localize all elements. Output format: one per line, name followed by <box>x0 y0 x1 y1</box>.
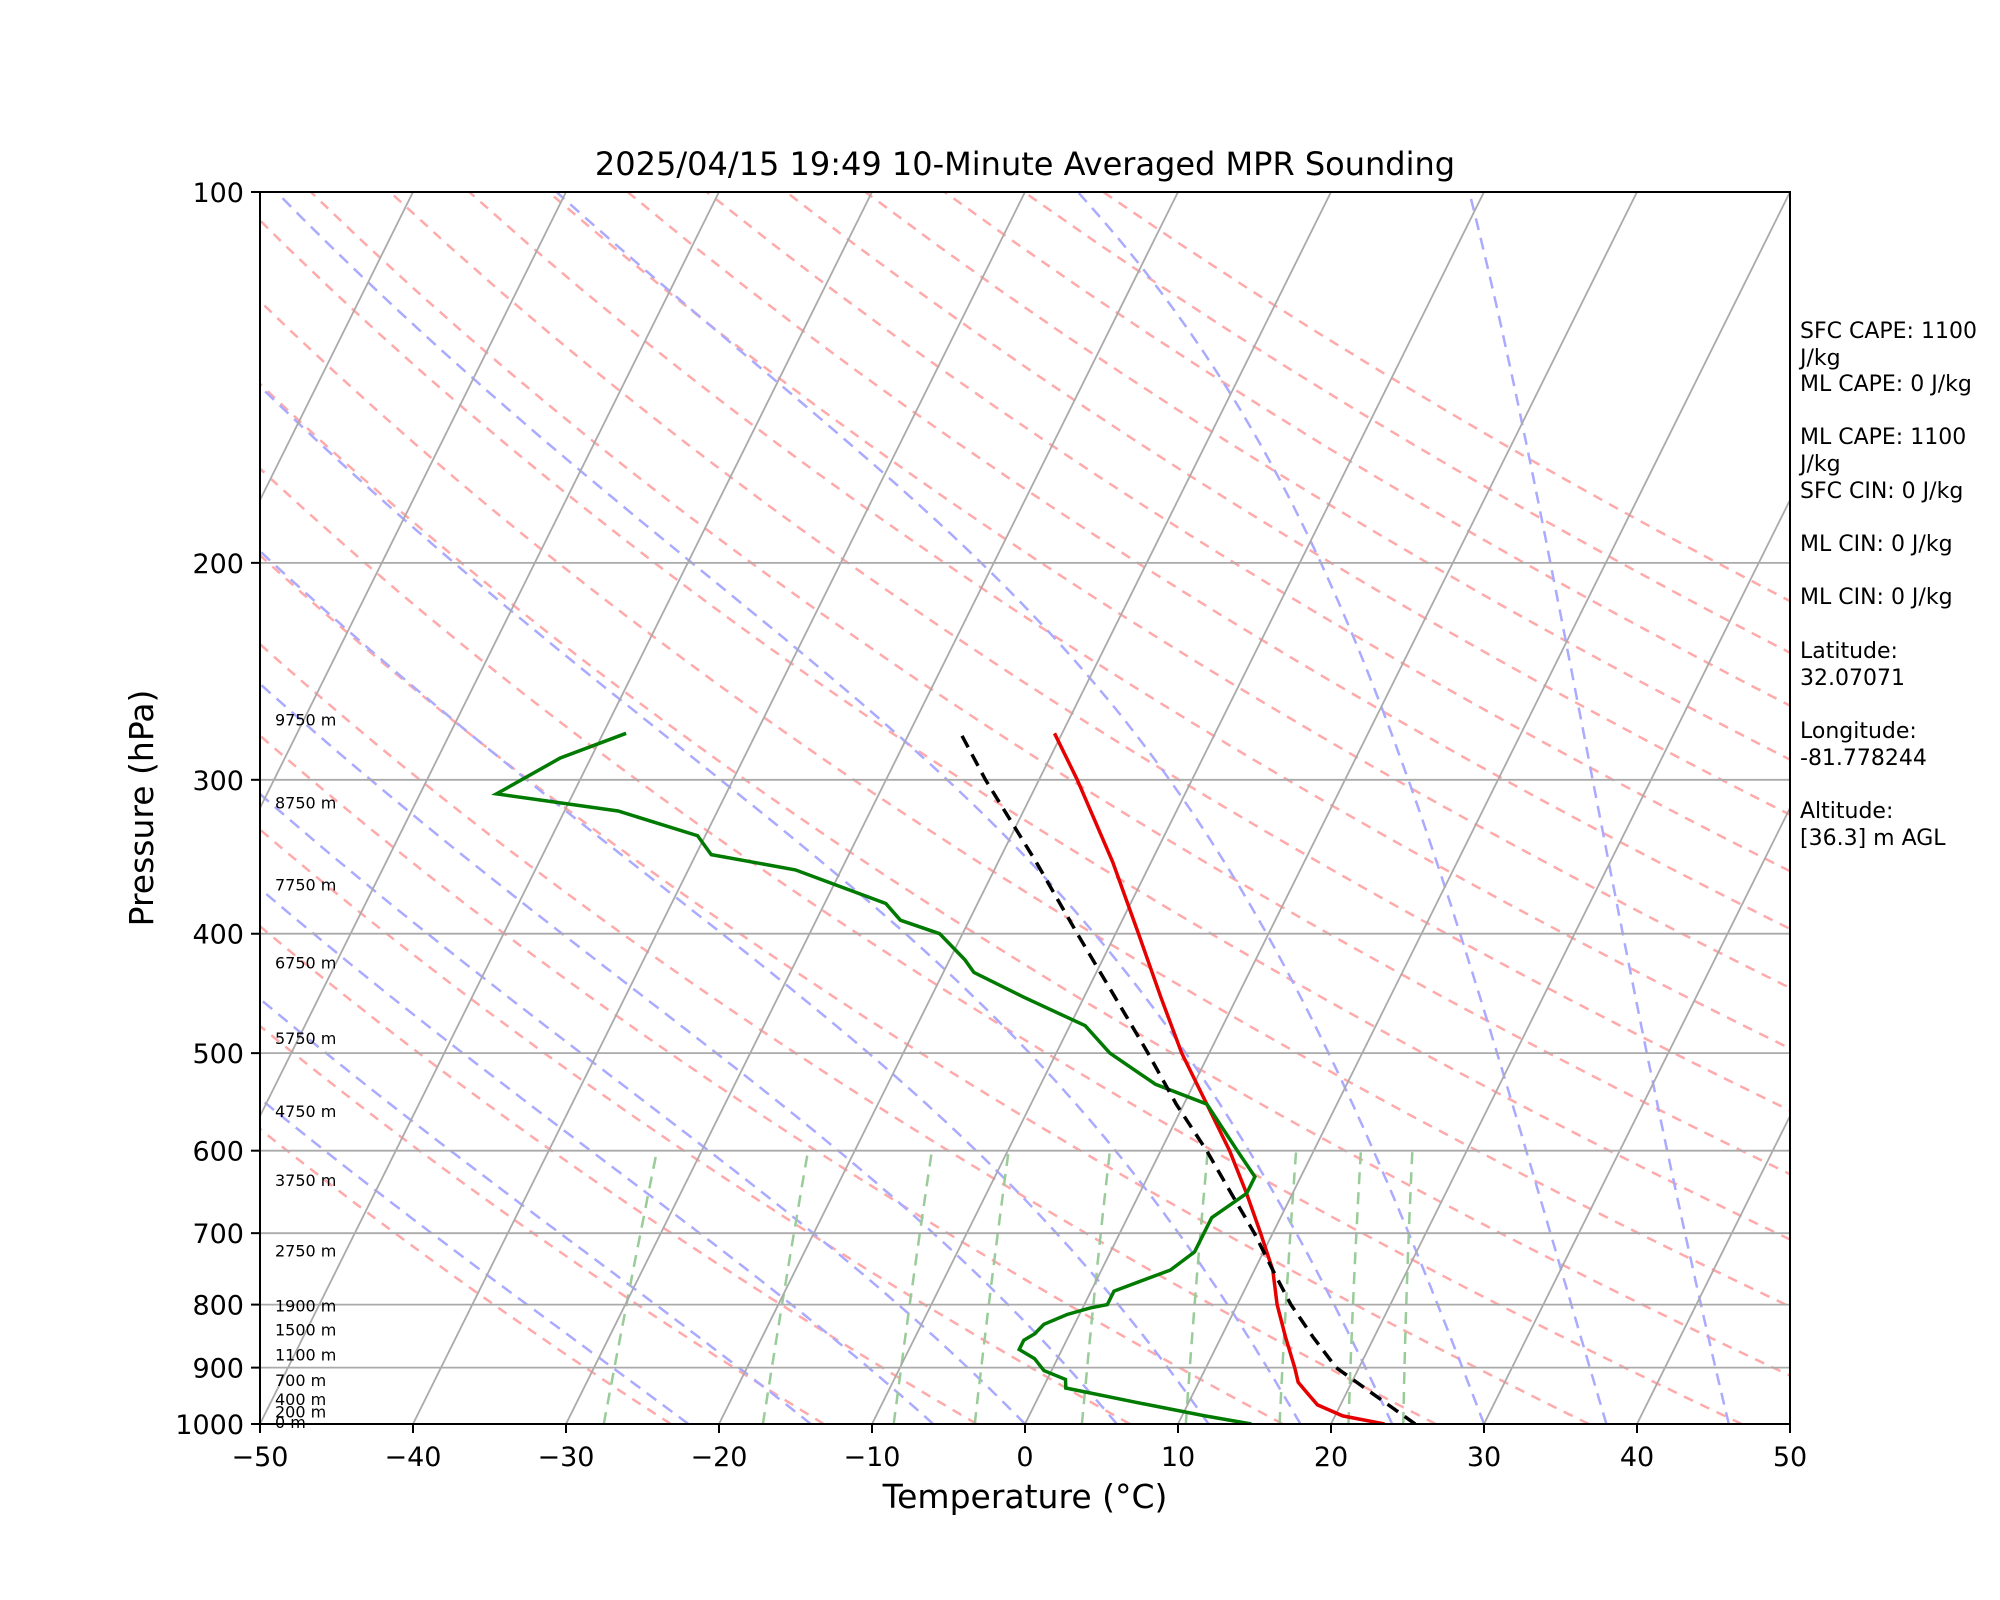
moist-adiabat <box>260 549 1210 1424</box>
dry-adiabat <box>260 733 1284 1424</box>
moist-adiabat <box>1468 192 1731 1424</box>
x-tick-label: 20 <box>1314 1442 1348 1473</box>
dry-adiabat <box>626 192 1790 931</box>
height-label: 700 m <box>275 1371 326 1390</box>
isotherm <box>0 192 107 1424</box>
dry-adiabat <box>389 192 1790 1112</box>
series-layer <box>491 731 1417 1424</box>
y-tick-label: 700 <box>192 1219 244 1250</box>
isotherm <box>871 192 1485 1424</box>
moist-adiabat <box>275 192 1394 1424</box>
y-tick-label: 1000 <box>175 1410 244 1441</box>
isotherm <box>718 192 1332 1424</box>
mixing-ratio-line <box>892 1150 934 1424</box>
temperature-line <box>1052 732 1385 1424</box>
mixing-ratio-line <box>1184 1150 1210 1424</box>
dry-adiabat <box>309 192 1790 1176</box>
mixing-ratio-line <box>761 1150 810 1424</box>
height-label: 4750 m <box>275 1102 336 1121</box>
height-label: 5750 m <box>275 1029 336 1048</box>
stat-ml-cape-2: ML CAPE: 1100 J/kg <box>1800 425 1967 477</box>
isotherm <box>260 192 567 811</box>
isotherm <box>1483 805 1790 1424</box>
x-tick-label: −40 <box>385 1442 442 1473</box>
chart-title: 2025/04/15 19:49 10-Minute Averaged MPR … <box>595 145 1455 183</box>
dewpoint-line <box>491 731 1257 1424</box>
height-label: 9750 m <box>275 711 336 730</box>
x-tick-label: −30 <box>538 1442 595 1473</box>
mixing-ratio-line <box>1401 1150 1414 1424</box>
dry-adiabat <box>864 192 1790 762</box>
height-label: 400 m <box>275 1390 326 1409</box>
isotherm <box>565 192 1179 1424</box>
y-tick-label: 100 <box>192 178 244 209</box>
x-tick-label: 50 <box>1773 1442 1807 1473</box>
isotherm <box>1177 192 1790 1424</box>
x-tick-label: −10 <box>844 1442 901 1473</box>
height-label: 1100 m <box>275 1345 336 1364</box>
isotherm <box>260 192 720 1119</box>
y-tick-label: 300 <box>192 766 244 797</box>
y-tick-label: 200 <box>192 549 244 580</box>
moist-adiabat <box>260 792 1026 1424</box>
dry-adiabat <box>547 192 1790 990</box>
dry-adiabat <box>260 299 1790 1308</box>
dry-adiabat <box>260 466 1743 1424</box>
height-label: 3750 m <box>275 1171 336 1190</box>
dry-adiabat <box>260 218 1790 1241</box>
moist-adiabat <box>555 192 1486 1424</box>
x-tick-label: −20 <box>691 1442 748 1473</box>
height-label: 0 m <box>275 1413 306 1432</box>
x-tick-label: 30 <box>1467 1442 1501 1473</box>
isotherm <box>260 192 873 1424</box>
height-label: 200 m <box>275 1403 326 1422</box>
x-axis-label: Temperature (°C) <box>882 1477 1168 1516</box>
isotherm <box>260 192 414 503</box>
stat-ml-cin-2: ML CIN: 0 J/kg <box>1800 585 1953 610</box>
moist-adiabat <box>1076 192 1608 1424</box>
dry-adiabat <box>260 1024 825 1424</box>
y-tick-label: 500 <box>192 1039 244 1070</box>
isotherm <box>1024 192 1638 1424</box>
y-tick-label: 800 <box>192 1291 244 1322</box>
stat-longitude: Longitude: -81.778244 <box>1800 719 1927 771</box>
stat-ml-cape-1: ML CAPE: 0 J/kg <box>1800 372 1972 397</box>
moist-adiabat <box>260 682 1118 1424</box>
x-tick-label: −50 <box>232 1442 289 1473</box>
stat-latitude: Latitude: 32.07071 <box>1800 639 1905 691</box>
height-label: 2750 m <box>275 1242 336 1261</box>
x-tick-label: 40 <box>1620 1442 1654 1473</box>
x-axis-ticks: −50 −40 −30 −20 −10 0 10 20 30 40 50 <box>232 1424 1807 1473</box>
moist-adiabat <box>260 384 1302 1424</box>
dry-adiabat <box>706 192 1790 873</box>
stat-altitude: Altitude: [36.3] m AGL <box>1800 799 1946 851</box>
dry-adiabat <box>260 924 978 1424</box>
dry-adiabat <box>260 642 1437 1424</box>
isotherm <box>1330 497 1790 1424</box>
y-axis-ticks: 1000 900 800 700 600 500 400 300 200 100 <box>175 178 260 1441</box>
mixing-ratio-line <box>1080 1150 1112 1424</box>
y-tick-label: 600 <box>192 1137 244 1168</box>
height-label: 8750 m <box>275 794 336 813</box>
height-label: 1900 m <box>275 1296 336 1315</box>
y-tick-label: 900 <box>192 1354 244 1385</box>
y-tick-label: 400 <box>192 920 244 951</box>
parcel-profile-line <box>960 734 1417 1424</box>
stat-ml-cin-1: ML CIN: 0 J/kg <box>1800 532 1953 557</box>
stat-sfc-cin: SFC CIN: 0 J/kg <box>1800 479 1964 504</box>
dry-adiabat <box>260 553 1590 1424</box>
height-label: 6750 m <box>275 953 336 972</box>
height-label: 7750 m <box>275 876 336 895</box>
x-tick-label: 0 <box>1016 1442 1033 1473</box>
moist-adiabat <box>260 997 812 1424</box>
isotherm <box>412 192 1026 1424</box>
stat-sfc-cape: SFC CAPE: 1100 J/kg <box>1800 319 1977 371</box>
height-label: 1500 m <box>275 1320 336 1339</box>
isotherm <box>1636 1113 1790 1424</box>
x-tick-label: 10 <box>1161 1442 1195 1473</box>
y-axis-label: Pressure (hPa) <box>122 690 161 927</box>
